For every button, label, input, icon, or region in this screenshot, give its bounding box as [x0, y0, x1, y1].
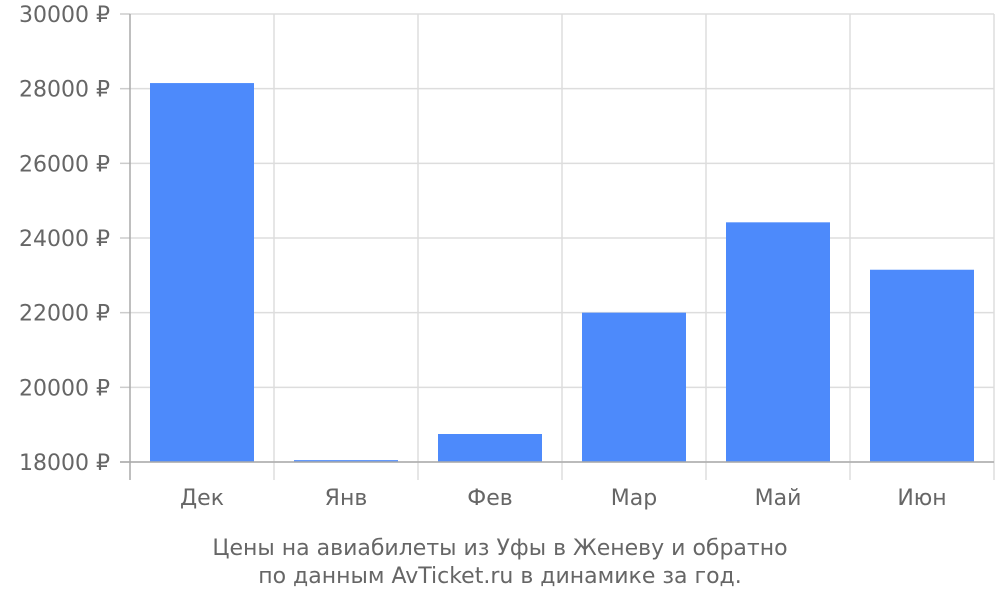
caption-line-1: Цены на авиабилеты из Уфы в Женеву и обр…	[212, 536, 787, 561]
y-tick-label: 22000 ₽	[19, 302, 110, 327]
bar-6	[870, 269, 974, 462]
y-tick-label: 20000 ₽	[19, 376, 110, 401]
x-tick-label: Май	[755, 486, 802, 511]
caption-line-2: по данным AvTicket.ru в динамике за год.	[258, 564, 742, 589]
x-tick-label: Янв	[325, 486, 368, 511]
bars	[150, 83, 974, 463]
axes	[120, 13, 995, 480]
x-tick-labels: Дек Янв Фев Мар Май Июн	[180, 486, 947, 511]
grid-lines	[130, 13, 995, 463]
y-tick-label: 30000 ₽	[19, 3, 110, 28]
bar-2	[294, 460, 398, 462]
x-tick-label: Мар	[611, 486, 657, 511]
y-tick-label: 26000 ₽	[19, 152, 110, 177]
y-tick-labels: 18000 ₽ 20000 ₽ 22000 ₽ 24000 ₽ 26000 ₽ 28000…	[19, 3, 110, 476]
bar-4	[582, 312, 686, 462]
x-tick-label: Фев	[467, 486, 512, 511]
x-tick-label: Дек	[180, 486, 224, 511]
y-tick-label: 28000 ₽	[19, 78, 110, 103]
y-tick-label: 24000 ₽	[19, 227, 110, 252]
bar-1	[150, 83, 254, 463]
x-tick-label: Июн	[897, 486, 946, 511]
y-tick-label: 18000 ₽	[19, 451, 110, 476]
bar-3	[438, 434, 542, 462]
bar-5	[726, 222, 830, 462]
